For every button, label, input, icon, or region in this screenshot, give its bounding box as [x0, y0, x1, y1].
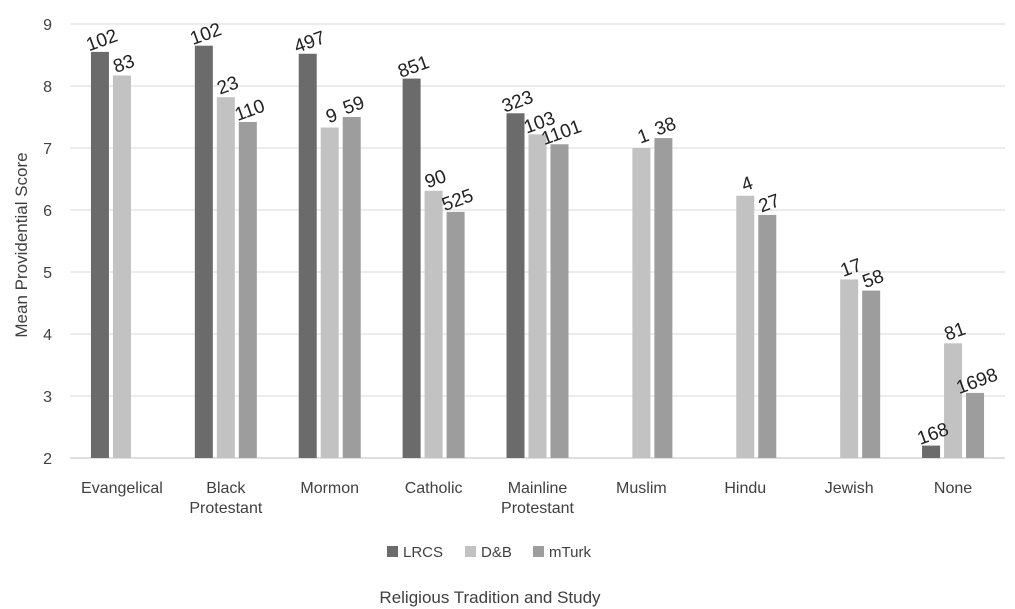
legend-swatch — [465, 546, 476, 557]
data-label: 59 — [340, 92, 367, 119]
data-label: 525 — [439, 185, 476, 216]
y-tick-label: 5 — [43, 265, 52, 282]
y-axis-title: Mean Providential Score — [12, 152, 31, 337]
bar-lrcs — [402, 78, 421, 458]
bar-mturk — [446, 211, 465, 458]
x-tick-label: Mainline Protestant — [501, 480, 574, 517]
x-axis-labels: Evangelical Black Protestant Mormon Catholic… — [81, 480, 972, 517]
bar-mturk — [238, 121, 257, 459]
bar-d-b — [112, 75, 131, 459]
legend-label: D&B — [481, 544, 512, 561]
bar-d-b — [736, 195, 755, 459]
bar-d-b — [632, 148, 651, 458]
bar-d-b — [320, 127, 339, 458]
bar-d-b — [424, 190, 443, 458]
data-label: 851 — [395, 52, 432, 83]
data-label: 90 — [422, 166, 449, 193]
data-label: 83 — [111, 51, 138, 78]
data-label: 81 — [942, 319, 969, 346]
x-tick-label: Black Protestant — [189, 480, 262, 517]
y-axis-ticks: 2 3 4 5 6 7 8 9 — [43, 17, 52, 468]
x-tick-label: Muslim — [616, 480, 667, 497]
bar-d-b — [944, 343, 963, 458]
data-label: 27 — [756, 190, 783, 217]
legend-label: LRCS — [403, 544, 443, 561]
y-tick-label: 9 — [43, 17, 52, 34]
data-label: 323 — [499, 87, 536, 118]
bar-lrcs — [922, 445, 941, 458]
x-tick-label: Hindu — [724, 480, 766, 497]
data-label: 23 — [214, 73, 241, 100]
bar-mturk — [654, 138, 673, 458]
legend-swatch — [387, 546, 398, 557]
bar-d-b — [840, 279, 859, 458]
data-label: 497 — [291, 27, 328, 58]
data-label: 102 — [84, 25, 121, 56]
bar-mturk — [550, 144, 569, 458]
y-tick-label: 4 — [43, 327, 52, 344]
bar-lrcs — [194, 45, 213, 458]
bar-mturk — [758, 214, 777, 458]
data-label: 9 — [323, 105, 340, 128]
legend-swatch — [533, 546, 544, 557]
bar-mturk — [342, 117, 361, 458]
x-tick-label: Evangelical — [81, 480, 163, 497]
data-label: 4 — [739, 173, 757, 196]
data-label: 1 — [635, 125, 652, 148]
data-label: 38 — [652, 113, 679, 140]
bar-mturk — [862, 290, 881, 458]
data-label: 110 — [232, 96, 268, 126]
y-tick-label: 6 — [43, 203, 52, 220]
legend-label: mTurk — [549, 544, 591, 561]
bar-lrcs — [90, 51, 109, 459]
y-tick-label: 8 — [43, 79, 52, 96]
x-tick-label: None — [934, 480, 972, 497]
bar-lrcs — [298, 53, 317, 458]
y-tick-label: 3 — [43, 389, 52, 406]
bars — [90, 45, 985, 459]
data-label: 58 — [860, 266, 887, 293]
bar-d-b — [216, 97, 235, 458]
bar-lrcs — [506, 113, 525, 458]
y-tick-label: 2 — [43, 451, 52, 468]
bar-d-b — [528, 134, 547, 459]
bar-mturk — [966, 392, 985, 458]
x-tick-label: Catholic — [405, 480, 463, 497]
x-axis-title: Religious Tradition and Study — [379, 588, 601, 607]
x-tick-label: Mormon — [300, 480, 359, 497]
y-tick-label: 7 — [43, 141, 52, 158]
legend: LRCS D&B mTurk — [387, 544, 591, 561]
x-tick-label: Jewish — [825, 480, 874, 497]
